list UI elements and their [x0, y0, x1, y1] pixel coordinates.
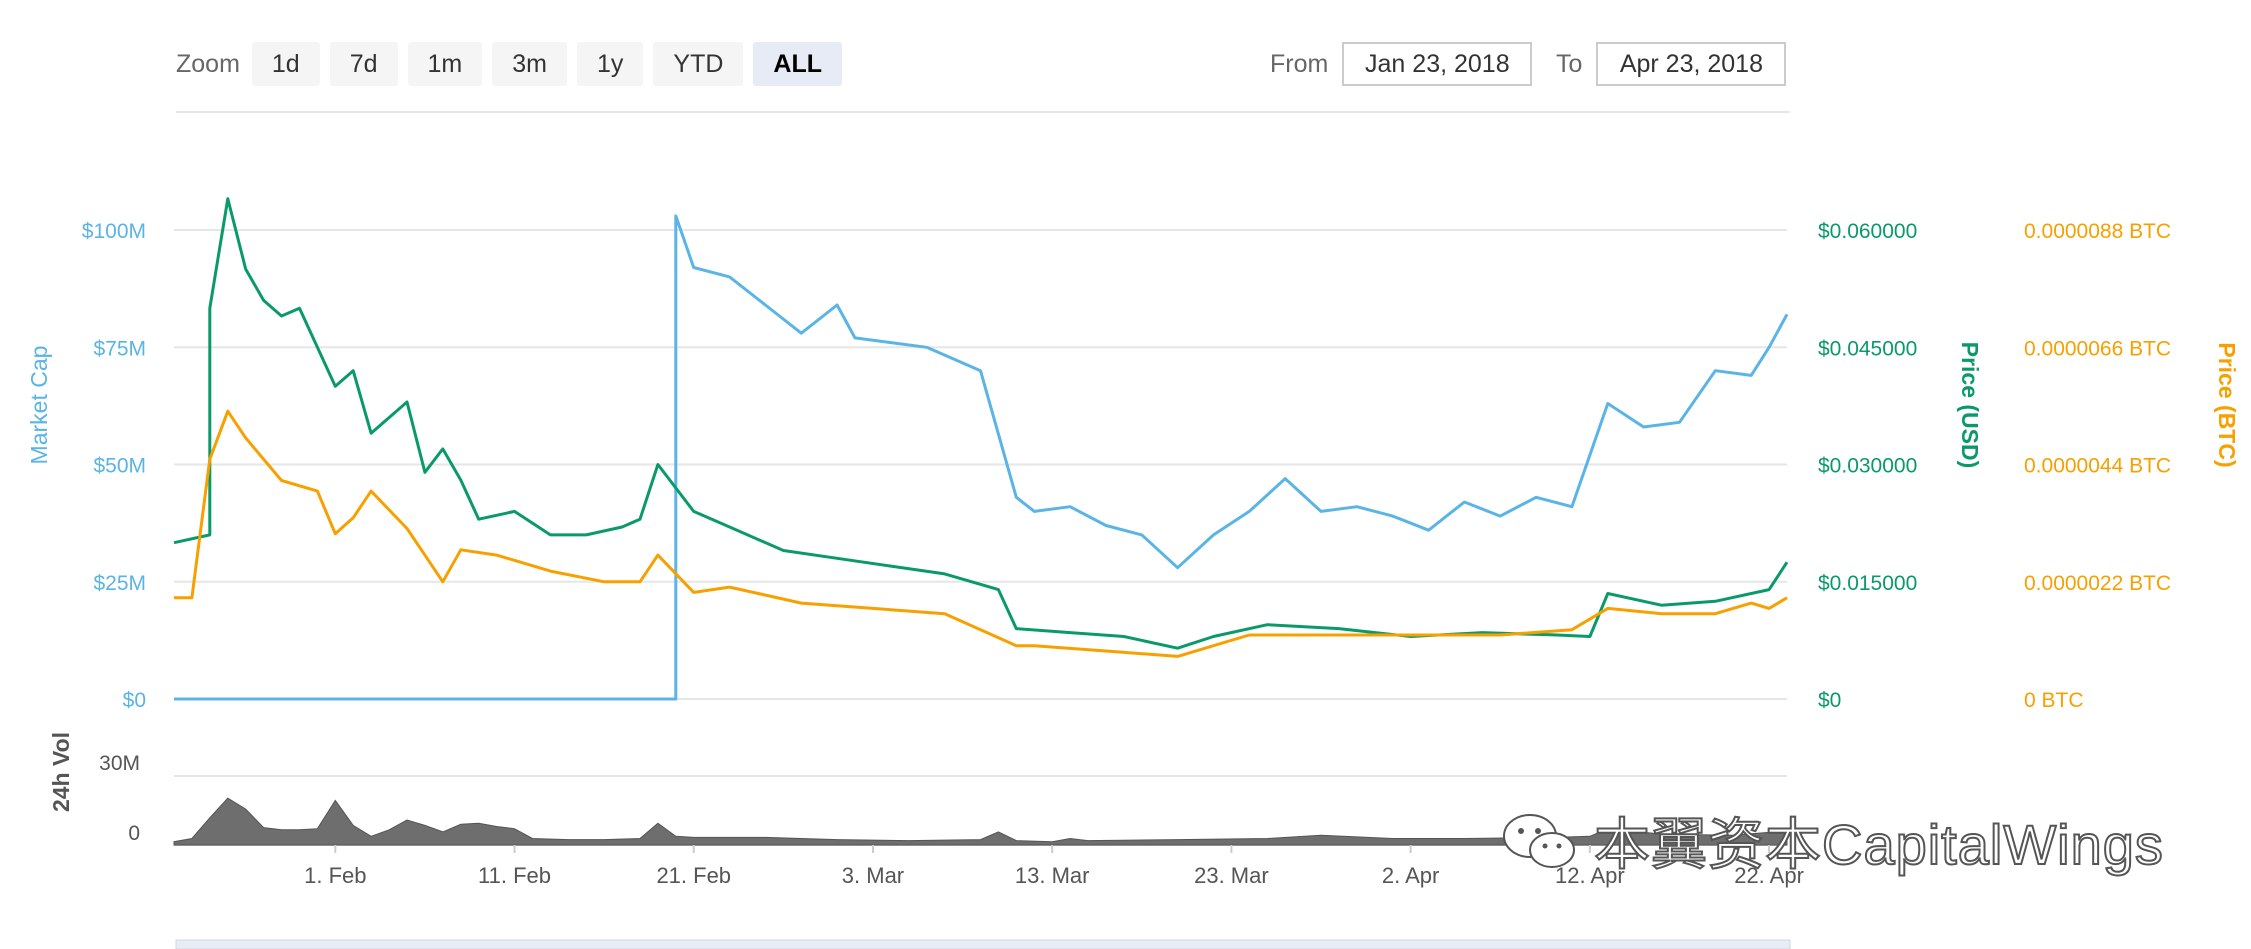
price-usd-tick-label: $0	[1818, 689, 1841, 712]
price-btc-axis-title: Price (BTC)	[2214, 342, 2240, 467]
zoom-7d-button[interactable]: 7d	[329, 42, 398, 86]
market-cap-axis-title: Market Cap	[26, 346, 52, 465]
volume-area	[173, 797, 1788, 846]
x-tick-label: 1. Feb	[304, 863, 366, 888]
wechat-icon	[1503, 813, 1575, 868]
x-tick-label: 21. Feb	[656, 863, 731, 888]
price-usd-tick-label: $0.060000	[1818, 220, 1917, 243]
from-label: From	[1270, 49, 1329, 78]
market-cap-line	[174, 214, 1789, 701]
x-tick-label: 13. Mar	[1015, 863, 1090, 888]
to-date-input[interactable]: Apr 23, 2018	[1596, 42, 1787, 86]
market-cap-tick-label: $100M	[82, 220, 146, 243]
market-cap-tick-label: $0	[123, 689, 146, 712]
watermark: 本翼资本CapitalWings	[1500, 800, 2164, 881]
navigator-strip	[175, 939, 1791, 949]
x-tick-label: 22. Apr	[1734, 863, 1804, 888]
date-range-from: From Jan 23, 2018	[1270, 42, 1533, 86]
zoom-3m-button[interactable]: 3m	[492, 42, 567, 86]
market-cap-tick-label: $25M	[93, 572, 146, 595]
x-tick-label: 23. Mar	[1194, 863, 1269, 888]
market-cap-tick-label: $75M	[93, 337, 146, 360]
price-usd-tick-label: $0.045000	[1818, 337, 1917, 360]
zoom-1y-button[interactable]: 1y	[577, 42, 644, 86]
x-tick-label: 11. Feb	[478, 863, 551, 888]
market-cap-tick-label: $50M	[93, 455, 146, 478]
zoom-all-button[interactable]: ALL	[753, 42, 843, 86]
date-range-to: To Apr 23, 2018	[1556, 42, 1787, 86]
volume-tick-label: 0	[128, 822, 140, 845]
price-btc-tick-label: 0 BTC	[2024, 689, 2084, 712]
price-btc-tick-label: 0.0000044 BTC	[2024, 455, 2171, 478]
volume-tick-label: 30M	[99, 752, 140, 775]
zoom-ytd-button[interactable]: YTD	[653, 42, 744, 86]
zoom-1m-button[interactable]: 1m	[407, 42, 483, 86]
from-date-input[interactable]: Jan 23, 2018	[1342, 42, 1533, 86]
volume-axis-title: 24h Vol	[48, 732, 74, 812]
zoom-toolbar: Zoom 1d 7d 1m 3m 1y YTD ALL	[176, 42, 852, 86]
x-tick-label: 2. Apr	[1382, 863, 1439, 888]
watermark-text: 本翼资本CapitalWings	[1593, 812, 2164, 877]
price-btc-tick-label: 0.0000066 BTC	[2024, 337, 2171, 360]
price-btc-tick-label: 0.0000088 BTC	[2024, 220, 2171, 243]
zoom-1d-button[interactable]: 1d	[251, 42, 320, 86]
price-usd-tick-label: $0.015000	[1818, 572, 1917, 595]
price-usd-tick-label: $0.030000	[1818, 455, 1917, 478]
price-btc-tick-label: 0.0000022 BTC	[2024, 572, 2171, 595]
price-btc-line	[174, 409, 1788, 658]
x-tick-label: 3. Mar	[842, 863, 904, 888]
to-label: To	[1556, 49, 1583, 78]
price-usd-axis-title: Price (USD)	[1957, 342, 1983, 469]
zoom-label: Zoom	[176, 49, 240, 78]
x-tick-label: 12. Apr	[1555, 863, 1625, 888]
